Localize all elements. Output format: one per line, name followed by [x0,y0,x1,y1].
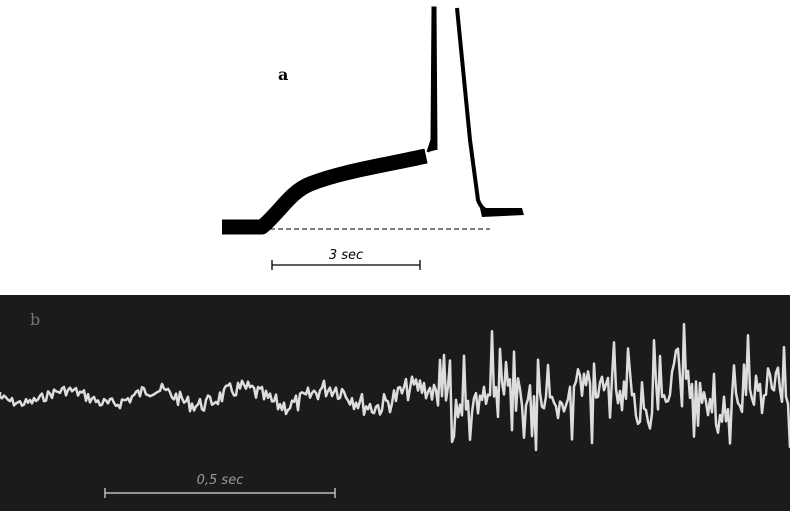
scale-label: 3 sec [329,248,363,263]
panel-background [0,295,790,511]
scale-label: 0,5 sec [197,473,244,488]
trace [428,8,436,152]
panel-label: a [278,65,288,84]
panel-label: b [30,310,40,329]
panel-a: a 3 sec [222,8,524,270]
panel-b: b 0,5 sec [0,295,790,511]
trace [480,208,524,217]
trace [222,156,426,227]
trace [457,8,522,213]
figure: a 3 sec b 0,5 sec [0,0,790,511]
